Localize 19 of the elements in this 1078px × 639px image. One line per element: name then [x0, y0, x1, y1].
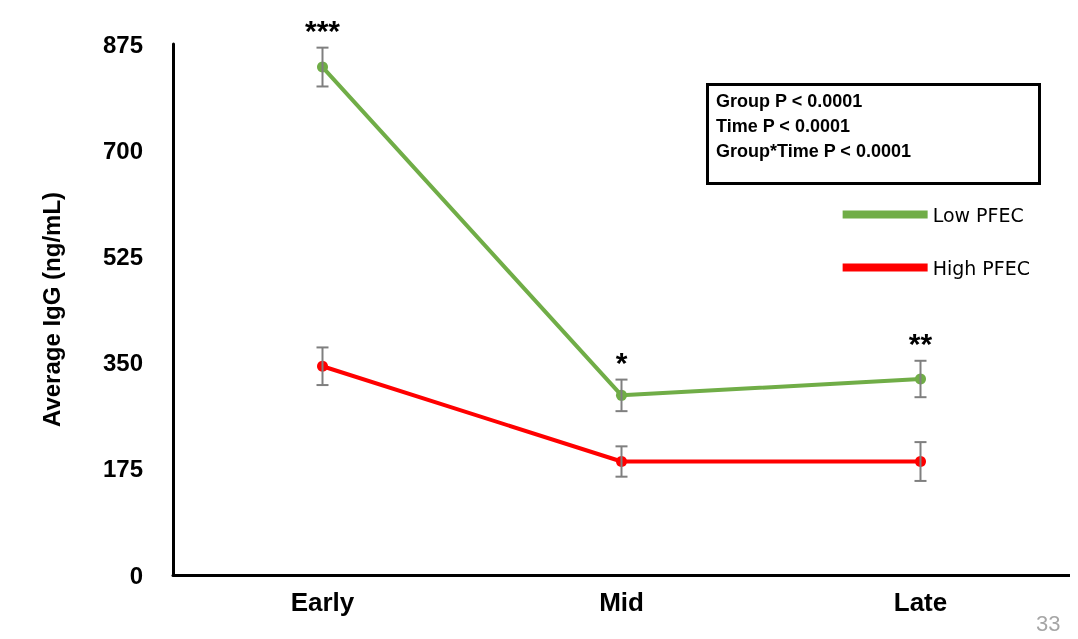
- legend-label: High PFEC: [932, 256, 1031, 279]
- y-tick-label: 350: [102, 349, 143, 377]
- annotation: Time P < 0.0001: [716, 116, 850, 136]
- annotation: *: [615, 346, 628, 380]
- annotation: Group*Time P < 0.0001: [716, 141, 911, 161]
- legend-label: Low PFEC: [932, 203, 1024, 226]
- x-tick-label: Early: [290, 587, 355, 617]
- y-tick-label: 700: [102, 136, 143, 164]
- y-tick-label: 875: [102, 30, 143, 58]
- y-tick-label: 175: [102, 455, 143, 483]
- x-tick-label: Mid: [599, 587, 644, 617]
- y-tick-label: 525: [102, 242, 143, 270]
- annotation: ***: [304, 14, 341, 48]
- x-tick-label: Late: [893, 587, 948, 617]
- annotation: **: [908, 327, 933, 361]
- y-axis-title: Average IgG (ng/mL): [37, 191, 65, 428]
- y-tick-label: 0: [129, 561, 143, 589]
- annotation: Group P < 0.0001: [716, 91, 863, 111]
- text: 33: [1036, 610, 1061, 636]
